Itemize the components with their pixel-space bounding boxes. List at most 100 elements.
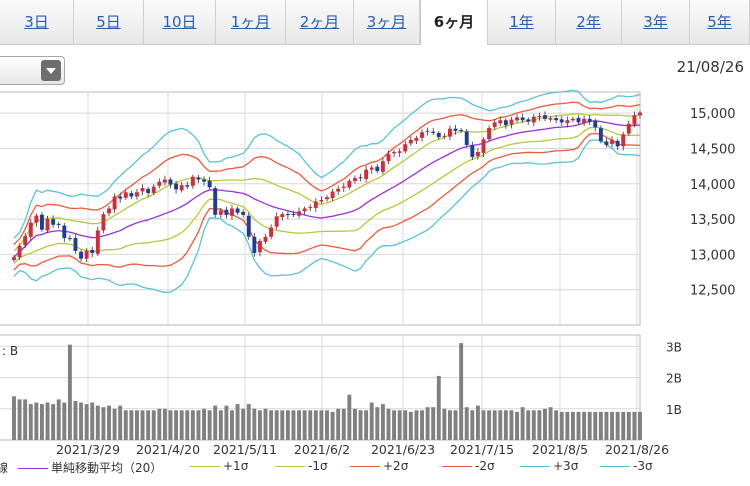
candle	[598, 128, 603, 142]
volume-bar	[548, 407, 553, 440]
volume-bar	[386, 408, 391, 440]
volume-bar	[157, 408, 162, 440]
candle	[448, 128, 452, 137]
price-tick-label: 15,000	[690, 107, 736, 122]
volume-bar	[559, 411, 564, 440]
legend-item: -3σ	[600, 459, 653, 473]
price-tick-label: 12,500	[690, 284, 736, 299]
price-tick-label: 14,500	[690, 142, 736, 157]
volume-bar	[526, 410, 531, 440]
candle	[509, 119, 514, 125]
indicator-line-m1	[13, 126, 641, 265]
x-tick-label: 2021/5/11	[213, 442, 277, 457]
candle	[587, 118, 592, 122]
candle	[162, 179, 167, 183]
indicator-select[interactable]	[0, 56, 65, 85]
volume-bar	[56, 399, 61, 440]
volume-bar	[140, 410, 145, 440]
chevron-down-icon[interactable]	[41, 60, 61, 81]
candle	[84, 250, 89, 259]
volume-bar	[291, 410, 296, 440]
legend-label: -2σ	[475, 459, 495, 473]
candle	[174, 183, 179, 190]
candle	[369, 167, 374, 170]
volume-bar	[252, 408, 257, 440]
volume-bar	[531, 410, 536, 440]
volume-bar	[632, 411, 637, 440]
candle	[257, 240, 262, 253]
candle	[570, 118, 575, 121]
indicator-line-m3	[13, 139, 641, 293]
price-tick-label: 14,000	[690, 178, 736, 193]
candle	[157, 181, 162, 186]
candle	[632, 115, 637, 125]
candle	[464, 131, 469, 145]
candle	[246, 215, 251, 237]
candle	[202, 179, 206, 182]
legend-item: +2σ	[350, 459, 408, 473]
candle	[554, 118, 559, 121]
candle	[285, 214, 290, 216]
tab-2[interactable]: 10日	[144, 0, 216, 44]
volume-bar	[453, 410, 458, 440]
volume-bar	[364, 410, 369, 440]
volume-bar	[509, 410, 514, 440]
candle	[118, 196, 123, 199]
candle	[291, 214, 296, 216]
candle	[352, 178, 357, 181]
candle	[425, 130, 430, 132]
tab-1[interactable]: 5日	[74, 0, 144, 44]
volume-bar	[39, 404, 44, 440]
volume-bar	[12, 396, 16, 440]
tab-6[interactable]: 6ヶ月	[420, 0, 488, 45]
tab-5[interactable]: 3ヶ月	[354, 0, 420, 44]
volume-bar	[492, 410, 497, 440]
candle	[112, 196, 117, 210]
legend-item: +1σ	[190, 459, 248, 473]
volume-bar	[380, 404, 385, 440]
legend-prefix: 線	[0, 461, 9, 475]
tab-4[interactable]: 2ヶ月	[286, 0, 354, 44]
volume-bar	[302, 410, 307, 440]
candle	[123, 192, 128, 198]
tab-3[interactable]: 1ヶ月	[216, 0, 286, 44]
volume-bar	[135, 410, 139, 440]
candle	[548, 118, 553, 120]
volume-bar	[62, 402, 67, 440]
candle	[559, 119, 564, 123]
volume-bar	[554, 410, 559, 440]
volume-bar	[347, 394, 352, 440]
legend-swatch	[275, 466, 305, 467]
tab-7[interactable]: 1年	[488, 0, 556, 44]
volume-bar	[107, 405, 111, 440]
volume-bar	[626, 411, 631, 440]
volume-bar	[487, 410, 492, 440]
volume-bar	[207, 410, 212, 440]
indicator-line-p3	[13, 89, 641, 239]
volume-bar	[358, 410, 363, 440]
candle	[481, 139, 486, 153]
x-tick-label: 2021/3/29	[56, 442, 120, 457]
volume-bar	[218, 410, 223, 440]
price-tick-label: 13,500	[690, 213, 736, 228]
tab-8[interactable]: 2年	[556, 0, 622, 44]
candle	[638, 112, 642, 116]
volume-bar	[246, 404, 251, 440]
candle	[459, 129, 464, 131]
indicator-line-p2	[13, 101, 641, 245]
legend-swatch	[520, 466, 550, 467]
x-tick-label: 2021/7/15	[450, 442, 514, 457]
volume-bar	[224, 405, 229, 440]
volume-bar	[118, 405, 123, 440]
candle	[364, 169, 369, 179]
candle	[280, 214, 285, 218]
volume-bar	[174, 410, 179, 440]
volume-bar	[503, 410, 508, 440]
candle	[28, 222, 33, 237]
candle	[392, 152, 397, 154]
candle	[230, 208, 234, 216]
tab-9[interactable]: 3年	[622, 0, 690, 44]
volume-label: : B	[2, 344, 18, 358]
tab-0[interactable]: 3日	[0, 0, 74, 44]
candle	[67, 238, 72, 240]
